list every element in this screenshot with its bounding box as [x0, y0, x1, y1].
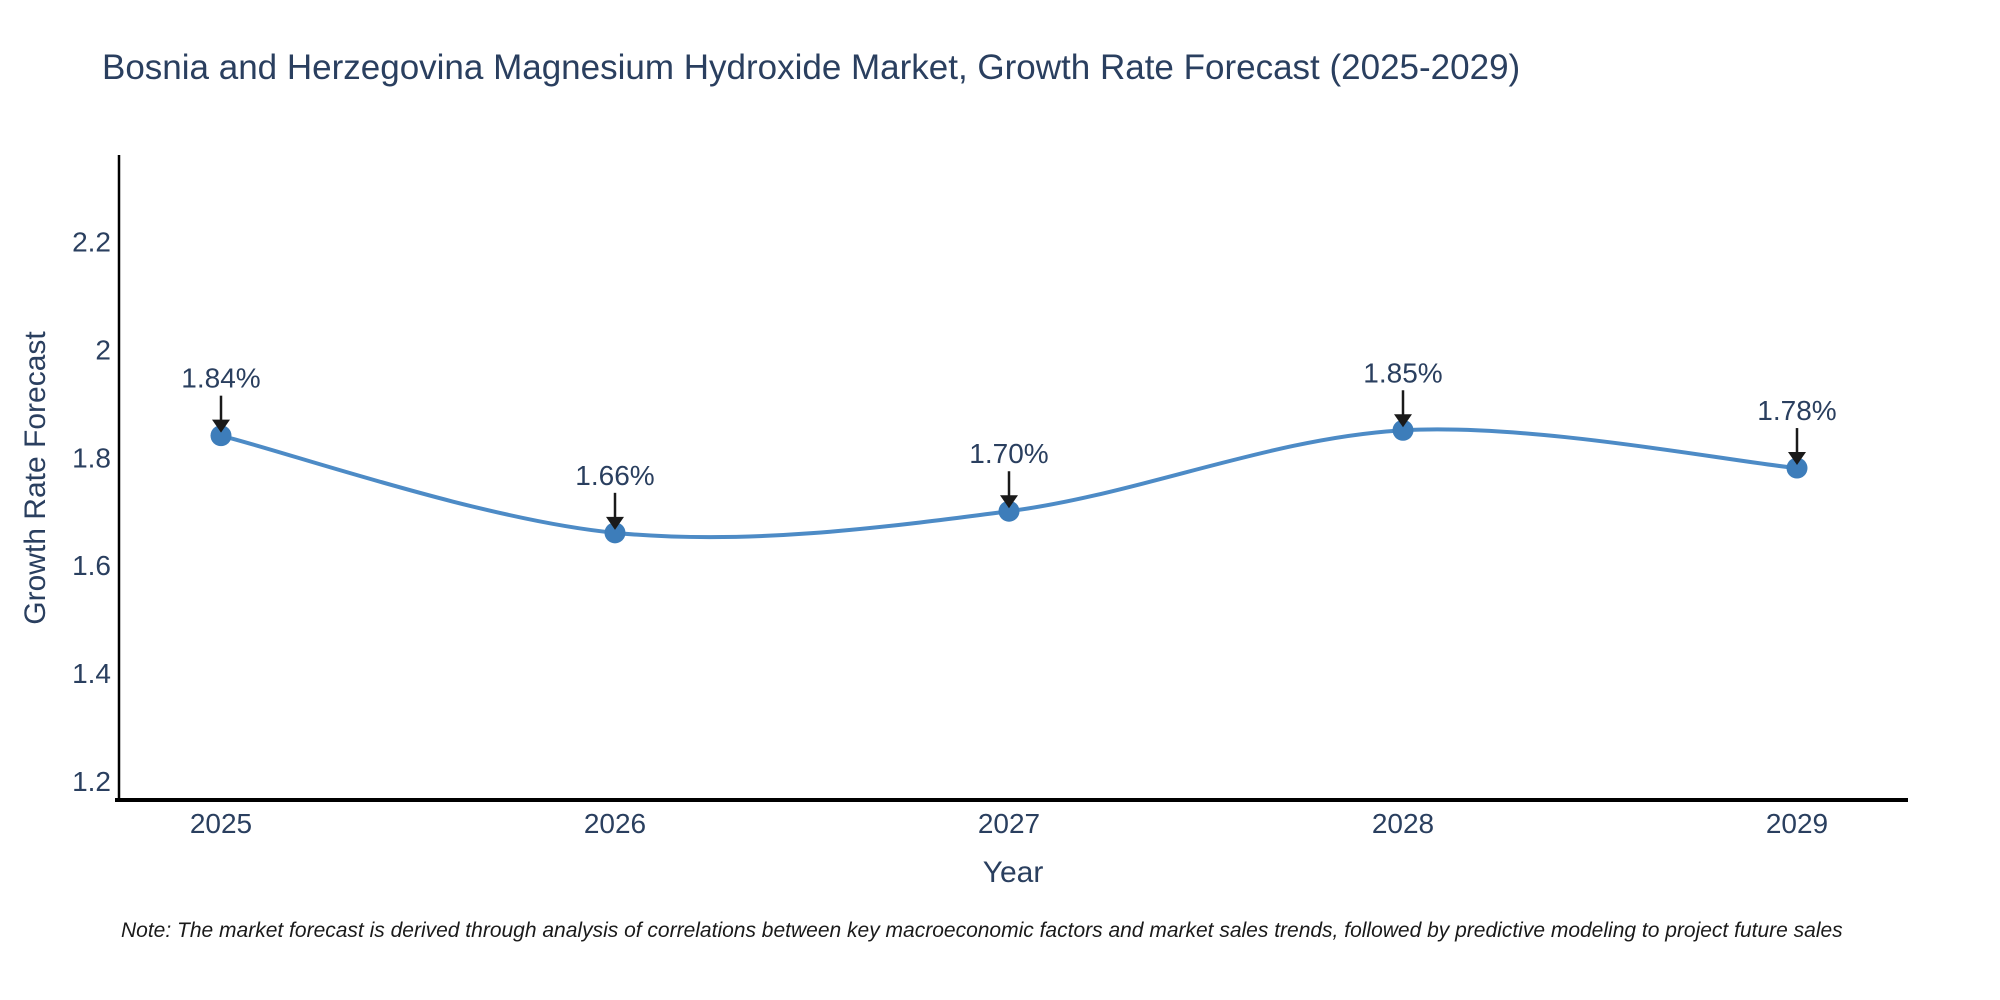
x-axis-title: Year: [982, 856, 1044, 889]
y-tick-label: 1.4: [72, 658, 111, 689]
annotation-arrowhead-icon: [606, 516, 624, 530]
data-point-marker: [210, 425, 232, 447]
annotation-label: 1.85%: [1363, 357, 1442, 388]
annotation-arrowhead-icon: [212, 419, 230, 433]
data-point-marker: [1392, 419, 1414, 441]
x-tick-label: 2027: [978, 808, 1040, 839]
annotation-label: 1.78%: [1757, 395, 1836, 426]
data-point-marker: [604, 522, 626, 544]
y-tick-label: 2.2: [72, 226, 111, 257]
data-point-marker: [998, 500, 1020, 522]
y-tick-label: 2: [95, 334, 111, 365]
data-point-marker: [1786, 457, 1808, 479]
y-axis-title: Growth Rate Forecast: [19, 331, 52, 625]
annotation-label: 1.70%: [969, 438, 1048, 469]
x-tick-label: 2026: [584, 808, 646, 839]
x-tick-label: 2025: [190, 808, 252, 839]
y-tick-label: 1.8: [72, 442, 111, 473]
annotation-label: 1.84%: [181, 363, 260, 394]
y-tick-label: 1.6: [72, 550, 111, 581]
x-tick-label: 2028: [1372, 808, 1434, 839]
annotation-label: 1.66%: [575, 460, 654, 491]
footnote-text: Note: The market forecast is derived thr…: [121, 919, 1843, 942]
annotation-arrowhead-icon: [1394, 414, 1412, 428]
annotation-arrowhead-icon: [1000, 495, 1018, 509]
chart-title: Bosnia and Herzegovina Magnesium Hydroxi…: [102, 48, 1521, 87]
y-tick-label: 1.2: [72, 766, 111, 797]
annotation-arrowhead-icon: [1788, 452, 1806, 466]
x-tick-label: 2029: [1766, 808, 1828, 839]
